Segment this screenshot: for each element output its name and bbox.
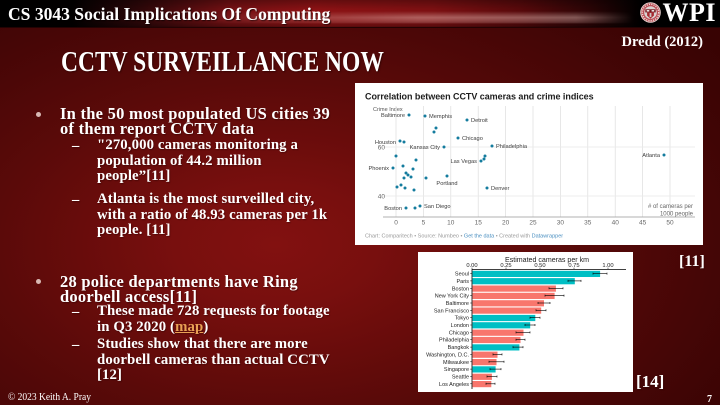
svg-text:Chicago: Chicago bbox=[449, 330, 469, 336]
svg-text:Memphis: Memphis bbox=[429, 114, 452, 120]
svg-text:Milwaukee: Milwaukee bbox=[443, 360, 469, 366]
svg-text:Chart: Comparitech • Source: N: Chart: Comparitech • Source: Numbeo • Ge… bbox=[365, 234, 563, 240]
svg-text:25: 25 bbox=[529, 220, 537, 227]
svg-text:Boston: Boston bbox=[384, 206, 402, 212]
svg-text:London: London bbox=[451, 323, 469, 329]
svg-text:1.00: 1.00 bbox=[602, 263, 613, 269]
svg-text:Baltimore: Baltimore bbox=[381, 113, 405, 119]
svg-text:Houston: Houston bbox=[375, 140, 396, 146]
svg-text:Paris: Paris bbox=[456, 279, 469, 285]
svg-text:San Francisco: San Francisco bbox=[434, 308, 469, 314]
svg-text:5: 5 bbox=[422, 220, 426, 227]
svg-text:15: 15 bbox=[475, 220, 483, 227]
svg-text:40: 40 bbox=[612, 220, 620, 227]
svg-text:20: 20 bbox=[502, 220, 510, 227]
svg-text:0.50: 0.50 bbox=[534, 263, 545, 269]
svg-text:1000 people: 1000 people bbox=[660, 212, 694, 218]
svg-text:Philadelphia: Philadelphia bbox=[496, 144, 528, 150]
svg-text:Las Vegas: Las Vegas bbox=[450, 159, 477, 165]
svg-text:Seattle: Seattle bbox=[452, 375, 469, 381]
svg-text:Portland: Portland bbox=[436, 181, 457, 187]
svg-text:Kansas City: Kansas City bbox=[410, 145, 441, 151]
svg-text:San Diego: San Diego bbox=[424, 204, 451, 210]
svg-text:Washington, D.C.: Washington, D.C. bbox=[426, 352, 469, 358]
svg-text:40: 40 bbox=[378, 194, 386, 201]
svg-text:Singapore: Singapore bbox=[444, 367, 469, 373]
svg-text:50: 50 bbox=[666, 220, 674, 227]
svg-text:60: 60 bbox=[378, 145, 386, 152]
svg-text:Crime Index: Crime Index bbox=[373, 107, 403, 113]
svg-text:New York City: New York City bbox=[435, 294, 469, 300]
svg-text:Baltimore: Baltimore bbox=[446, 301, 469, 307]
svg-text:Chicago: Chicago bbox=[462, 136, 483, 142]
svg-text:10: 10 bbox=[447, 220, 455, 227]
svg-text:Denver: Denver bbox=[491, 186, 509, 192]
svg-text:Tokyo: Tokyo bbox=[455, 316, 469, 322]
svg-text:Correlation between CCTV camer: Correlation between CCTV cameras and cri… bbox=[365, 92, 594, 102]
svg-text:30: 30 bbox=[557, 220, 565, 227]
svg-text:0.25: 0.25 bbox=[500, 263, 511, 269]
svg-text:Seoul: Seoul bbox=[455, 272, 469, 278]
svg-text:Atlanta: Atlanta bbox=[642, 153, 661, 159]
svg-text:Bangkok: Bangkok bbox=[448, 345, 470, 351]
svg-text:# of cameras per: # of cameras per bbox=[648, 204, 693, 210]
svg-text:Detroit: Detroit bbox=[471, 118, 488, 124]
svg-text:35: 35 bbox=[584, 220, 592, 227]
svg-text:Los Angeles: Los Angeles bbox=[439, 382, 469, 388]
svg-text:Philadelphia: Philadelphia bbox=[439, 338, 470, 344]
svg-text:Phoenix: Phoenix bbox=[368, 166, 389, 172]
svg-text:0: 0 bbox=[394, 220, 398, 227]
svg-text:45: 45 bbox=[639, 220, 647, 227]
svg-text:0.00: 0.00 bbox=[466, 263, 477, 269]
svg-text:Estimated cameras per km: Estimated cameras per km bbox=[505, 255, 589, 264]
svg-text:Boston: Boston bbox=[452, 286, 469, 292]
svg-text:0.75: 0.75 bbox=[568, 263, 579, 269]
